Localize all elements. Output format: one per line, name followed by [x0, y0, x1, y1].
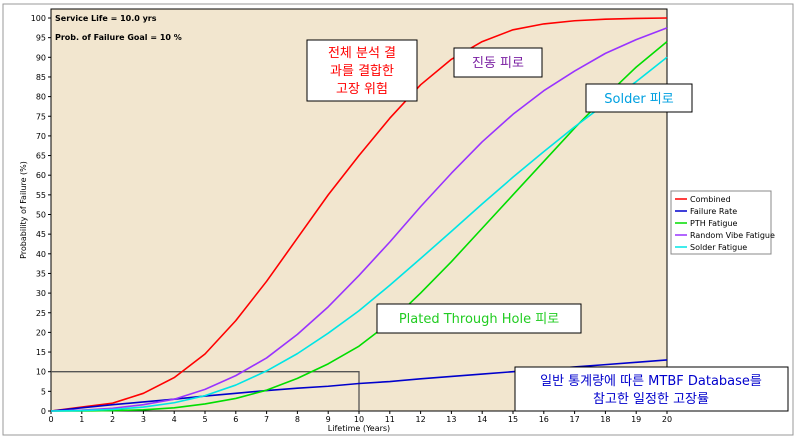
y-tick-label: 50	[36, 211, 46, 220]
x-tick-label: 12	[416, 415, 426, 424]
y-tick-label: 0	[41, 407, 46, 416]
x-tick-label: 8	[295, 415, 300, 424]
callout-solder: Solder 피로	[585, 83, 693, 113]
callout-solder-box	[585, 83, 693, 113]
legend-label: Random Vibe Fatigue	[690, 231, 775, 240]
y-tick-label: 65	[36, 152, 46, 161]
callout-vibe: 진동 피로	[453, 47, 543, 78]
y-tick-label: 40	[36, 250, 46, 259]
legend: Combined Failure Rate PTH Fatigue Random Vi…	[670, 190, 775, 255]
y-tick-label: 95	[36, 34, 46, 43]
y-tick-label: 25	[36, 309, 46, 318]
y-tick-label: 85	[36, 73, 46, 82]
x-tick-label: 6	[233, 415, 238, 424]
callout-combined-line3: 고장 위험	[336, 82, 388, 97]
y-tick-label: 80	[36, 93, 46, 102]
x-tick-label: 0	[48, 415, 53, 424]
series-lines	[50, 17, 668, 412]
series-line-pth-fatigue	[51, 40, 668, 412]
service-life-label: Service Life = 10.0 yrs	[55, 14, 157, 23]
y-tick-label: 15	[36, 348, 46, 357]
y-tick-label: 100	[31, 14, 46, 23]
legend-label: Combined	[690, 195, 731, 204]
y-axis-title: Probability of Failure (%)	[19, 161, 28, 259]
y-tick-label: 75	[36, 112, 46, 121]
x-tick-label: 18	[600, 415, 610, 424]
callout-pth-text: Plated Through Hole 피로	[399, 312, 559, 327]
series-line-random-vibe-fatigue	[50, 27, 668, 412]
callout-failure-rate: 일반 통계량에 따른 MTBF Database를 참고한 일정한 고장률	[514, 366, 789, 412]
series-line-combined	[50, 17, 668, 412]
y-tick-label: 35	[36, 269, 46, 278]
series-line-solder-fatigue	[50, 56, 668, 412]
x-tick-label: 2	[110, 415, 115, 424]
y-tick-label: 45	[36, 230, 46, 239]
y-tick-label: 55	[36, 191, 46, 200]
x-tick-label: 10	[354, 415, 364, 424]
x-tick-label: 11	[385, 415, 395, 424]
x-tick-label: 20	[662, 415, 672, 424]
x-tick-label: 4	[172, 415, 177, 424]
callout-failure-rate-line2: 참고한 일정한 고장률	[593, 392, 709, 407]
x-tick-label: 9	[326, 415, 331, 424]
callout-vibe-text: 진동 피로	[472, 56, 524, 71]
callout-failure-rate-line1: 일반 통계량에 따른 MTBF Database를	[540, 374, 762, 389]
callout-combined-box	[306, 39, 418, 102]
y-axis-ticks: 0 5 10 15 20 25 30 35 40 45 50 55 60 65 70 75 80 85 90 95 10…	[31, 14, 51, 416]
x-axis-title: Lifetime (Years)	[328, 424, 390, 433]
x-tick-label: 13	[446, 415, 456, 424]
failure-goal-label: Prob. of Failure Goal = 10 %	[55, 33, 182, 42]
legend-box	[670, 190, 772, 255]
legend-label: Failure Rate	[690, 207, 737, 216]
x-tick-label: 5	[202, 415, 207, 424]
y-tick-label: 5	[41, 387, 46, 396]
y-tick-label: 20	[36, 328, 46, 337]
x-tick-label: 17	[570, 415, 580, 424]
x-tick-label: 19	[631, 415, 641, 424]
legend-label: PTH Fatigue	[690, 219, 738, 228]
x-tick-label: 3	[141, 415, 146, 424]
x-axis-ticks: 0 1 2 3 4 5 6 7 8 9 10 11 12 13 14 15 16 17 18 19 20	[48, 411, 672, 424]
callout-combined-line1: 전체 분석 결	[328, 46, 396, 61]
x-tick-label: 1	[79, 415, 84, 424]
callout-vibe-box	[453, 47, 543, 78]
y-tick-label: 70	[36, 132, 46, 141]
y-tick-label: 30	[36, 289, 46, 298]
callout-pth-box	[376, 303, 582, 334]
goal-box-outline	[51, 371, 360, 411]
y-tick-label: 90	[36, 53, 46, 62]
x-tick-label: 16	[539, 415, 549, 424]
callout-combined: 전체 분석 결 과를 결합한 고장 위험	[306, 39, 418, 102]
x-tick-label: 15	[508, 415, 518, 424]
legend-label: Solder Fatigue	[690, 243, 747, 252]
y-tick-label: 10	[36, 368, 46, 377]
callout-pth: Plated Through Hole 피로	[376, 303, 582, 334]
failure-goal-box	[51, 371, 360, 411]
callout-failure-rate-box	[514, 366, 789, 412]
x-tick-label: 14	[477, 415, 487, 424]
callout-combined-line2: 과를 결합한	[330, 64, 394, 79]
x-tick-label: 7	[264, 415, 269, 424]
y-tick-label: 60	[36, 171, 46, 180]
callout-solder-text: Solder 피로	[604, 92, 674, 107]
